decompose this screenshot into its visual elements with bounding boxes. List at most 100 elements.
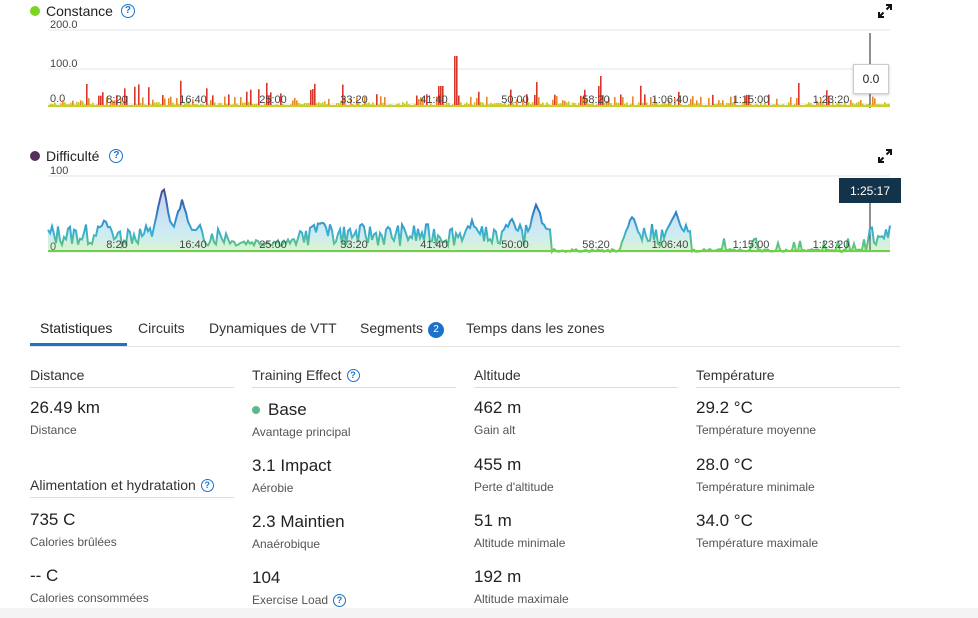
exercise-load-label: Exercise Load <box>252 593 329 607</box>
training-primary-stat: Base Avantage principal <box>252 400 351 439</box>
temperature-min-label: Température minimale <box>696 480 815 494</box>
help-icon[interactable]: ? <box>346 368 360 382</box>
difficulte-chart: Difficulté ? 100 0 8:20 16:40 25:00 33:20 41:… <box>0 140 978 270</box>
expand-icon[interactable] <box>878 149 892 163</box>
help-icon[interactable]: ? <box>333 593 347 607</box>
constance-x-tick-label: 1:06:40 <box>652 94 689 106</box>
stats-column-training: Training Effect ? Base Avantage principa… <box>252 366 456 607</box>
difficulte-x-tick-label: 1:15:00 <box>733 239 770 251</box>
stats-column-distance: Distance 26.49 km Distance Alimentation … <box>30 366 234 606</box>
calories-consumed-value: -- C <box>30 566 59 585</box>
constance-legend-dot <box>30 6 40 16</box>
altitude-max-label: Altitude maximale <box>474 592 569 606</box>
tab-segments[interactable]: Segments 2 <box>360 320 445 338</box>
difficulte-x-tick-label: 16:40 <box>179 239 207 251</box>
training-effect-heading-text: Training Effect <box>252 367 342 383</box>
temperature-avg-stat: 29.2 °C Température moyenne <box>696 398 816 437</box>
stats-column-altitude: Altitude 462 m Gain alt 455 m Perte d'al… <box>474 366 678 606</box>
aerobic-value: 3.1 Impact <box>252 456 332 475</box>
altitude-loss-stat: 455 m Perte d'altitude <box>474 455 554 494</box>
tab-circuits[interactable]: Circuits <box>138 320 185 336</box>
constance-chart: Constance ? 200.0 100.0 0.0 8:20 16:40 25:00… <box>0 0 978 120</box>
constance-x-tick-label: 33:20 <box>340 94 368 106</box>
expand-icon[interactable] <box>878 4 892 18</box>
constance-y-tick-label: 0.0 <box>50 93 65 105</box>
constance-x-tick-label: 25:00 <box>259 94 287 106</box>
altitude-min-stat: 51 m Altitude minimale <box>474 511 565 550</box>
constance-x-tick-label: 8:20 <box>106 94 127 106</box>
tab-segments-label: Segments <box>360 320 424 336</box>
calories-burned-stat: 735 C Calories brûlées <box>30 510 117 549</box>
constance-tooltip-value: 0.0 <box>862 72 880 86</box>
temperature-min-value: 28.0 °C <box>696 455 753 474</box>
tab-temps-zones[interactable]: Temps dans les zones <box>466 320 605 336</box>
tab-statistiques[interactable]: Statistiques <box>40 320 113 336</box>
calories-consumed-stat: -- C Calories consommées <box>30 566 149 605</box>
constance-x-tick-label: 41:40 <box>420 94 448 106</box>
constance-y-tick-label: 200.0 <box>50 19 78 31</box>
distance-heading: Distance <box>30 366 234 388</box>
calories-burned-value: 735 C <box>30 510 76 529</box>
tab-dynamiques-vtt[interactable]: Dynamiques de VTT <box>209 320 337 336</box>
altitude-min-label: Altitude minimale <box>474 536 566 550</box>
temperature-avg-value: 29.2 °C <box>696 398 753 417</box>
altitude-heading: Altitude <box>474 366 678 388</box>
constance-x-tick-label: 16:40 <box>179 94 207 106</box>
difficulte-x-tick-label: 33:20 <box>340 239 368 251</box>
help-icon[interactable]: ? <box>120 4 135 18</box>
difficulte-tooltip-value: 1:25:17 <box>849 183 891 198</box>
segments-count-badge: 2 <box>428 321 445 338</box>
constance-x-tick-label: 58:20 <box>582 94 610 106</box>
calories-burned-label: Calories brûlées <box>30 535 117 549</box>
active-tab-indicator <box>30 343 127 346</box>
constance-plot: 200.0 100.0 0.0 8:20 16:40 25:00 33:20 41:40 50… <box>48 19 890 108</box>
distance-value: 26.49 km <box>30 398 100 417</box>
anaerobic-stat: 2.3 Maintien Anaérobique <box>252 512 345 551</box>
difficulte-y-tick-label: 100 <box>50 165 68 177</box>
anaerobic-label: Anaérobique <box>252 537 321 551</box>
constance-y-tick-label: 100.0 <box>50 58 78 70</box>
difficulte-x-tick-label: 1:06:40 <box>652 239 689 251</box>
difficulte-title-row: Difficulté ? <box>30 148 124 164</box>
training-primary-label: Avantage principal <box>252 425 351 439</box>
temperature-max-stat: 34.0 °C Température maximale <box>696 511 818 550</box>
constance-x-tick-label: 1:15:00 <box>733 94 770 106</box>
difficulte-x-tick-label: 8:20 <box>106 239 127 251</box>
temperature-avg-label: Température moyenne <box>696 423 817 437</box>
page-bottom-edge <box>0 608 978 618</box>
difficulte-title: Difficulté <box>46 148 100 164</box>
difficulte-legend-dot <box>30 151 40 161</box>
aerobic-label: Aérobie <box>252 481 294 495</box>
difficulte-x-tick-label: 50:00 <box>501 239 529 251</box>
training-primary-row: Base <box>252 400 351 420</box>
help-icon[interactable]: ? <box>200 478 214 492</box>
training-effect-heading: Training Effect ? <box>252 366 456 388</box>
constance-title-row: Constance ? <box>30 3 135 19</box>
altitude-loss-value: 455 m <box>474 455 522 474</box>
difficulte-x-tick-label: 41:40 <box>420 239 448 251</box>
constance-tooltip: 0.0 <box>853 64 889 94</box>
temperature-heading: Température <box>696 366 900 388</box>
altitude-gain-stat: 462 m Gain alt <box>474 398 521 437</box>
stats-column-temperature: Température 29.2 °C Température moyenne … <box>696 366 900 606</box>
constance-title: Constance <box>46 3 113 19</box>
temperature-min-stat: 28.0 °C Température minimale <box>696 455 815 494</box>
difficulte-x-tick-label: 25:00 <box>259 239 287 251</box>
stats-tabs: Statistiques Circuits Dynamiques de VTT … <box>30 312 900 347</box>
altitude-min-value: 51 m <box>474 511 512 530</box>
constance-x-tick-label: 50:00 <box>501 94 529 106</box>
anaerobic-value: 2.3 Maintien <box>252 512 345 531</box>
constance-x-tick-label: 1:23:20 <box>813 94 850 106</box>
alimentation-heading: Alimentation et hydratation ? <box>30 476 234 498</box>
temperature-max-value: 34.0 °C <box>696 511 753 530</box>
calories-consumed-label: Calories consommées <box>30 591 149 605</box>
help-icon[interactable]: ? <box>109 149 124 163</box>
difficulte-tooltip: 1:25:17 <box>839 178 901 203</box>
exercise-load-row: Exercise Load? <box>252 593 347 607</box>
training-primary-value: Base <box>268 400 307 419</box>
difficulte-x-tick-label: 58:20 <box>582 239 610 251</box>
altitude-max-stat: 192 m Altitude maximale <box>474 567 569 606</box>
altitude-loss-label: Perte d'altitude <box>474 480 554 494</box>
altitude-gain-label: Gain alt <box>474 423 516 437</box>
